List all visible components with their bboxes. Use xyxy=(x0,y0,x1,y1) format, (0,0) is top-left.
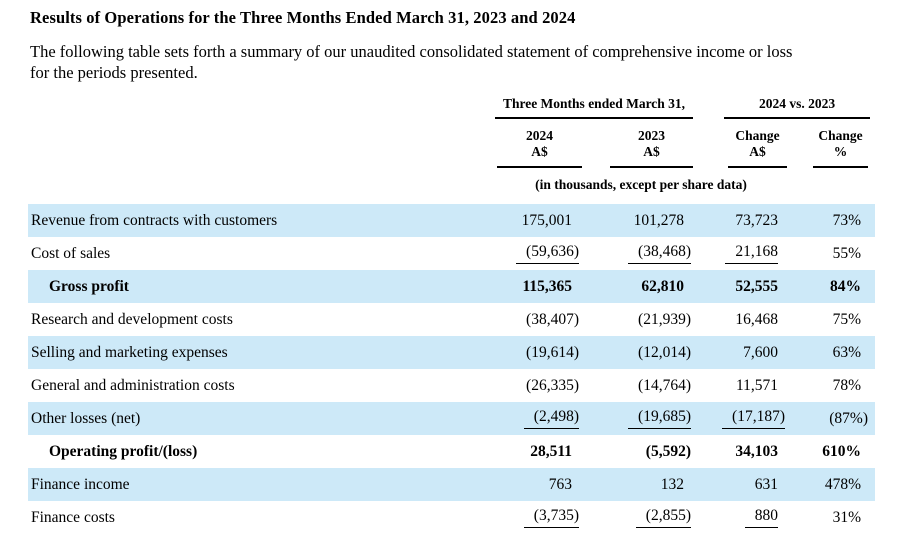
cell-value: 115,365 xyxy=(522,277,572,295)
income-statement-table: Three Months ended March 31, 2024 vs. 20… xyxy=(28,92,876,534)
table-row: Research and development costs (38,407) … xyxy=(28,303,875,336)
cell-value: (59,636) xyxy=(490,237,586,270)
column-header-change-percent: Change % xyxy=(792,119,875,168)
cell-value: 28,511 xyxy=(530,442,572,460)
column-header-change: Change xyxy=(735,128,780,143)
cell-value: 132 xyxy=(660,475,684,493)
row-label: Research and development costs xyxy=(31,310,233,328)
document-page: Results of Operations for the Three Mont… xyxy=(28,8,876,534)
row-label: Operating profit/(loss) xyxy=(49,442,198,460)
row-label: Finance income xyxy=(31,475,130,493)
cell-value: (2,855) xyxy=(586,501,698,534)
column-header-percent: % xyxy=(833,144,848,159)
column-header-2024: 2024 A$ xyxy=(490,119,586,168)
table-row: Cost of sales (59,636) (38,468) 21,168 5… xyxy=(28,237,875,270)
cell-value: 7,600 xyxy=(743,343,778,361)
row-label: Revenue from contracts with customers xyxy=(31,211,278,229)
cell-value: (26,335) xyxy=(526,376,579,394)
spacer-cell xyxy=(792,168,875,204)
table-row: Gross profit 115,365 62,810 52,555 84% xyxy=(28,270,876,303)
cell-value: 75% xyxy=(832,310,862,328)
cell-value: 478% xyxy=(824,475,862,493)
cell-value: 16,468 xyxy=(735,310,778,328)
cell-value: (19,614) xyxy=(526,343,579,361)
table-header: Three Months ended March 31, 2024 vs. 20… xyxy=(28,92,875,204)
column-header-currency: A$ xyxy=(643,144,660,159)
column-header-change: Change xyxy=(818,128,863,143)
page-title: Results of Operations for the Three Mont… xyxy=(30,8,576,27)
cell-value: 763 xyxy=(548,475,572,493)
cell-value: 63% xyxy=(832,343,862,361)
group-header-row: Three Months ended March 31, 2024 vs. 20… xyxy=(28,92,875,119)
cell-value: 880 xyxy=(698,501,792,534)
column-header-year: 2024 xyxy=(526,128,553,143)
cell-value: (38,468) xyxy=(586,237,698,270)
cell-value: 175,001 xyxy=(521,211,572,229)
column-header-row: 2024 A$ 2023 A$ Change A$ xyxy=(28,119,875,168)
group-header-period: Three Months ended March 31, xyxy=(490,92,698,119)
cell-value: 631 xyxy=(754,475,778,493)
intro-paragraph: The following table sets forth a summary… xyxy=(30,42,793,82)
cell-value: (2,498) xyxy=(490,402,586,435)
cell-value: 11,571 xyxy=(735,376,778,394)
column-header-2023: 2023 A$ xyxy=(586,119,698,168)
cell-value: (12,014) xyxy=(638,343,691,361)
cell-value: 62,810 xyxy=(641,277,684,295)
cell-value: 78% xyxy=(832,376,862,394)
column-header-currency: A$ xyxy=(531,144,548,159)
row-label: General and administration costs xyxy=(31,376,235,394)
row-label: Other losses (net) xyxy=(31,409,141,427)
cell-value: 84% xyxy=(830,277,862,295)
spacer-cell xyxy=(28,119,490,168)
column-header-change-amount: Change A$ xyxy=(698,119,792,168)
cell-value: 21,168 xyxy=(698,237,792,270)
cell-value: (5,592) xyxy=(645,442,691,460)
row-label: Gross profit xyxy=(49,277,129,295)
cell-value: (3,735) xyxy=(490,501,586,534)
row-label: Finance costs xyxy=(31,508,115,526)
units-note-row: (in thousands, except per share data) xyxy=(28,168,875,204)
column-header-currency: A$ xyxy=(749,144,766,159)
table-row: Finance income 763 132 631 478% xyxy=(28,468,876,501)
spacer-cell xyxy=(28,168,490,204)
cell-value: 31% xyxy=(832,508,862,526)
table-row: Operating profit/(loss) 28,511 (5,592) 3… xyxy=(28,435,875,468)
cell-value: 73,723 xyxy=(735,211,778,229)
cell-value: 610% xyxy=(822,442,862,460)
cell-value: 55% xyxy=(832,244,862,262)
cell-value: (14,764) xyxy=(638,376,691,394)
row-label: Cost of sales xyxy=(31,244,111,262)
group-header-period-label: Three Months ended March 31, xyxy=(495,96,693,119)
table-row: Other losses (net) (2,498) (19,685) (17,… xyxy=(28,402,876,435)
cell-value: (17,187) xyxy=(698,402,792,435)
cell-value: (19,685) xyxy=(586,402,698,435)
table-row: Finance costs (3,735) (2,855) 880 31% xyxy=(28,501,875,534)
cell-value: 73% xyxy=(832,211,862,229)
cell-value: 34,103 xyxy=(735,442,778,460)
table-row: Revenue from contracts with customers 17… xyxy=(28,204,876,237)
table-row: Selling and marketing expenses (19,614) … xyxy=(28,336,876,369)
units-note: (in thousands, except per share data) xyxy=(535,177,747,192)
cell-value: (87%) xyxy=(829,409,869,427)
column-header-year: 2023 xyxy=(638,128,665,143)
cell-value: 101,278 xyxy=(633,211,684,229)
cell-value: (21,939) xyxy=(638,310,691,328)
cell-value: (38,407) xyxy=(526,310,579,328)
group-header-change: 2024 vs. 2023 xyxy=(698,92,875,119)
row-label: Selling and marketing expenses xyxy=(31,343,228,361)
table-body: Revenue from contracts with customers 17… xyxy=(28,204,876,534)
group-header-change-label: 2024 vs. 2023 xyxy=(724,96,871,119)
cell-value: 52,555 xyxy=(735,277,778,295)
table-row: General and administration costs (26,335… xyxy=(28,369,875,402)
spacer-cell xyxy=(28,92,490,119)
